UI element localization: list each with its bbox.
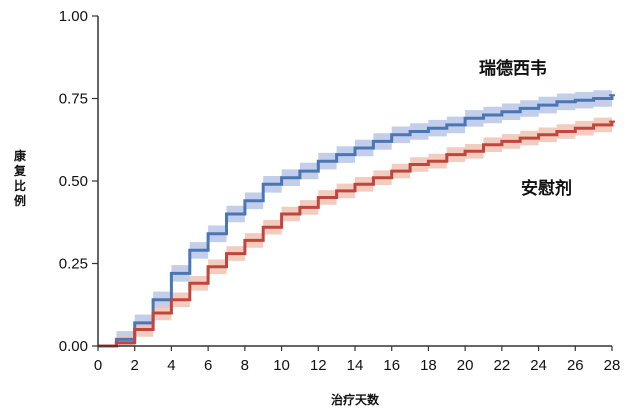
y-tick-label: 0.50 xyxy=(59,173,88,190)
y-tick-label: 0.25 xyxy=(59,256,88,273)
confidence-bands xyxy=(98,86,612,347)
x-axis-title: 治疗天数 xyxy=(331,392,380,407)
series-line-placebo xyxy=(98,121,614,348)
x-tick-label: 2 xyxy=(131,357,139,374)
x-ticks: 0 2 4 6 8 10 12 14 16 18 20 22 24 26 28 xyxy=(94,346,621,374)
x-tick-label: 14 xyxy=(347,357,364,374)
confidence-band-remdesivir xyxy=(98,86,612,347)
x-tick-label: 16 xyxy=(383,357,400,374)
x-tick-label: 8 xyxy=(241,357,249,374)
x-tick-label: 12 xyxy=(310,357,327,374)
series-lines xyxy=(98,94,615,348)
y-tick-label: 0.00 xyxy=(59,338,88,355)
y-tick-label: 1.00 xyxy=(59,8,88,25)
y-tick-label: 0.75 xyxy=(59,91,88,108)
x-tick-label: 24 xyxy=(530,357,547,374)
y-ticks: 0.00 0.25 0.50 0.75 1.00 xyxy=(59,8,98,355)
x-tick-label: 0 xyxy=(94,357,102,374)
x-tick-label: 10 xyxy=(273,357,290,374)
series-label-placebo: 安慰剂 xyxy=(521,178,572,199)
x-tick-label: 22 xyxy=(494,357,511,374)
x-tick-label: 18 xyxy=(420,357,437,374)
x-tick-label: 28 xyxy=(604,357,621,374)
series-line-remdesivir xyxy=(98,95,614,348)
x-tick-label: 6 xyxy=(204,357,212,374)
series-label-remdesivir: 瑞德西韦 xyxy=(479,58,547,79)
y-axis-title: 康复比例 xyxy=(13,148,27,208)
x-tick-label: 20 xyxy=(457,357,474,374)
y-axis-title-text: 康复比例 xyxy=(13,148,27,208)
x-tick-label: 26 xyxy=(567,357,584,374)
x-tick-label: 4 xyxy=(167,357,175,374)
